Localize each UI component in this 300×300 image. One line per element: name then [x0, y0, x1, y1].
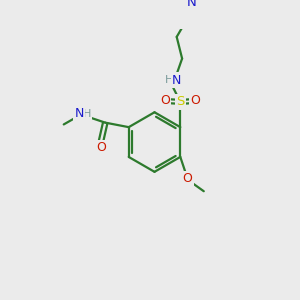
Text: O: O — [160, 94, 170, 107]
Text: H: H — [165, 75, 174, 85]
Text: O: O — [191, 94, 201, 107]
Text: O: O — [96, 141, 106, 154]
Text: O: O — [183, 172, 193, 185]
Text: H: H — [83, 109, 92, 118]
Text: N: N — [74, 107, 84, 120]
Text: N: N — [172, 74, 182, 87]
Text: N: N — [186, 0, 196, 9]
Text: S: S — [176, 95, 184, 108]
